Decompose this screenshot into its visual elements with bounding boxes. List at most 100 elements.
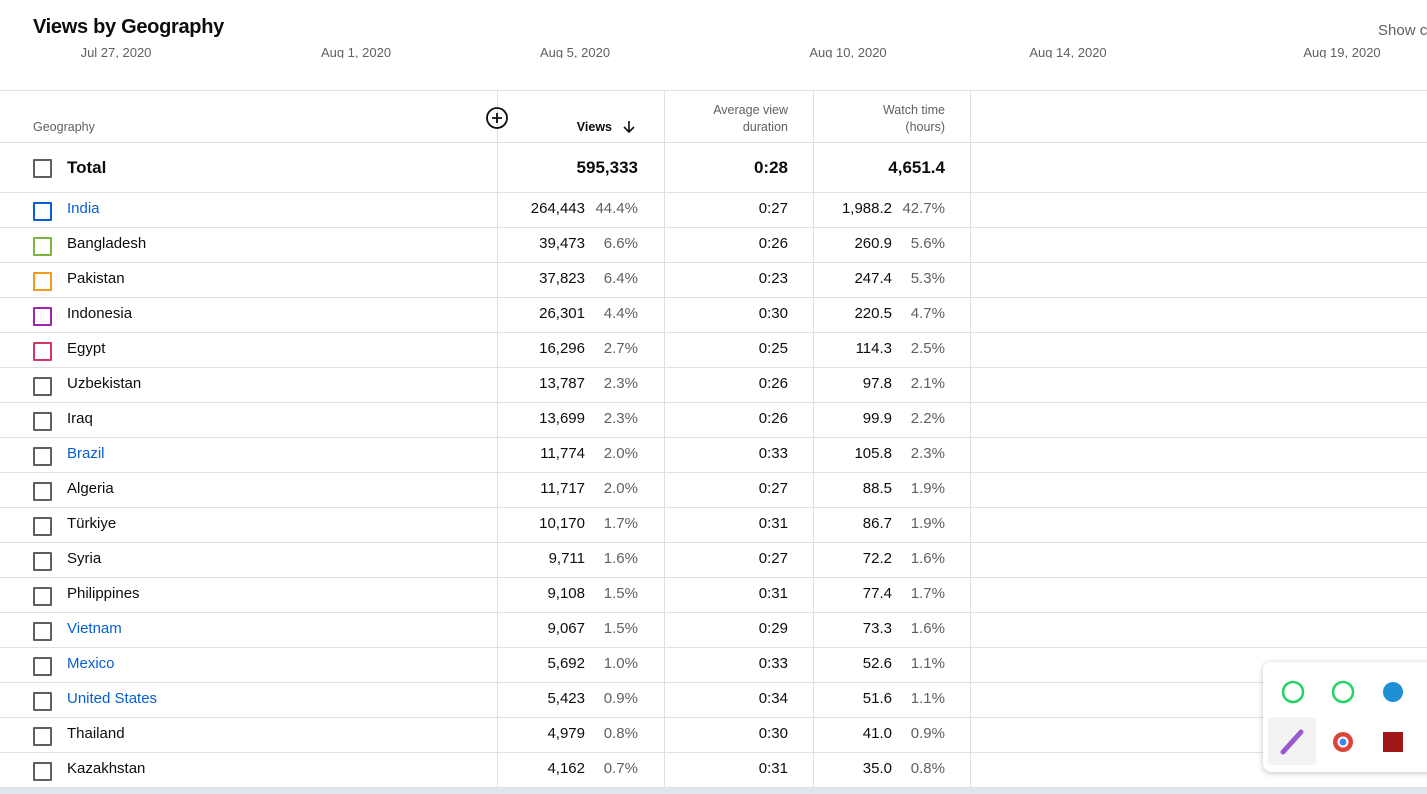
checkbox[interactable] <box>33 377 52 396</box>
views-pct: 2.0% <box>603 480 638 497</box>
row-divider <box>0 787 1427 788</box>
country-name: Bangladesh <box>67 235 147 252</box>
checkbox[interactable] <box>33 202 52 221</box>
checkbox[interactable] <box>33 482 52 501</box>
views: 5,692 <box>547 655 585 672</box>
tray-icon[interactable] <box>1331 680 1355 704</box>
checkbox[interactable] <box>33 237 52 256</box>
country-name: Türkiye <box>67 515 117 532</box>
tray-icon[interactable] <box>1383 732 1403 752</box>
avg-duration: 0:31 <box>758 515 788 532</box>
country-name: Iraq <box>67 410 93 427</box>
total-duration: 0:28 <box>753 158 788 177</box>
checkbox[interactable] <box>33 622 52 641</box>
watch-time: 35.0 <box>862 760 892 777</box>
column-header[interactable]: Watch time (hours) <box>882 103 945 134</box>
col-divider <box>664 91 665 788</box>
views: 11,774 <box>540 445 585 462</box>
views-pct: 0.7% <box>603 760 638 777</box>
country-link[interactable]: Mexico <box>67 655 115 672</box>
tray-icon[interactable] <box>1280 729 1304 755</box>
country-name: Uzbekistan <box>67 375 142 392</box>
col-divider <box>497 91 498 788</box>
watch-pct: 1.9% <box>910 480 945 497</box>
row-divider <box>0 612 1427 613</box>
watch-pct: 1.6% <box>910 620 945 637</box>
avg-duration: 0:26 <box>758 235 788 252</box>
country-name: Kazakhstan <box>67 760 146 777</box>
row-divider <box>0 402 1427 403</box>
tray-icon[interactable] <box>1281 680 1305 704</box>
views: 16,296 <box>539 340 585 357</box>
avg-duration: 0:30 <box>758 305 788 322</box>
sort-arrow <box>623 121 635 134</box>
watch-pct: 4.7% <box>910 305 945 322</box>
checkbox[interactable] <box>33 272 52 291</box>
checkbox[interactable] <box>33 552 52 571</box>
watch-time: 77.4 <box>862 585 892 602</box>
country-link[interactable]: United States <box>67 690 158 707</box>
views: 9,108 <box>547 585 585 602</box>
views: 13,787 <box>539 375 585 392</box>
country-name: Indonesia <box>67 305 133 322</box>
country-link[interactable]: Brazil <box>67 445 105 462</box>
avg-duration: 0:30 <box>758 725 788 742</box>
watch-pct: 2.1% <box>910 375 945 392</box>
checkbox[interactable] <box>33 727 52 746</box>
total-watch-time: 4,651.4 <box>888 158 945 177</box>
views: 37,823 <box>539 270 585 287</box>
checkbox[interactable] <box>33 412 52 431</box>
views-pct: 4.4% <box>603 305 638 322</box>
watch-pct: 1.9% <box>910 515 945 532</box>
watch-pct: 1.1% <box>910 690 945 707</box>
column-header[interactable]: Geography <box>33 120 95 134</box>
watch-pct: 1.7% <box>910 585 945 602</box>
country-link[interactable]: India <box>67 200 100 217</box>
avg-duration: 0:26 <box>758 410 788 427</box>
watch-time: 88.5 <box>862 480 892 497</box>
add-metric-icon[interactable] <box>485 106 509 130</box>
views: 4,162 <box>547 760 585 777</box>
views: 11,717 <box>540 480 585 497</box>
watch-time: 52.6 <box>862 655 892 672</box>
column-header[interactable]: Average view duration <box>713 103 788 134</box>
row-divider <box>0 752 1427 753</box>
views-pct: 1.0% <box>603 655 638 672</box>
watch-time: 260.9 <box>854 235 892 252</box>
watch-time: 220.5 <box>854 305 892 322</box>
watch-time: 99.9 <box>862 410 892 427</box>
row-divider <box>0 367 1427 368</box>
col-divider <box>970 91 971 788</box>
total-label: Total <box>67 158 107 177</box>
views: 264,443 <box>530 200 585 217</box>
views: 4,979 <box>547 725 585 742</box>
checkbox[interactable] <box>33 587 52 606</box>
country-name: Syria <box>67 550 102 567</box>
avg-duration: 0:25 <box>758 340 788 357</box>
checkbox[interactable] <box>33 307 52 326</box>
checkbox[interactable] <box>33 447 52 466</box>
country-link[interactable]: Vietnam <box>67 620 122 637</box>
watch-time: 41.0 <box>862 725 892 742</box>
checkbox[interactable] <box>33 762 52 781</box>
watch-time: 97.8 <box>862 375 892 392</box>
watch-time: 114.3 <box>855 340 892 357</box>
checkbox[interactable] <box>33 342 52 361</box>
avg-duration: 0:31 <box>758 760 788 777</box>
avg-duration: 0:34 <box>758 690 788 707</box>
country-name: Philippines <box>67 585 140 602</box>
views: 5,423 <box>547 690 585 707</box>
checkbox[interactable] <box>33 692 52 711</box>
avg-duration: 0:26 <box>758 375 788 392</box>
checkbox[interactable] <box>33 517 52 536</box>
row-divider <box>0 717 1427 718</box>
checkbox[interactable] <box>33 159 52 178</box>
show-button[interactable]: Show c <box>1378 22 1427 39</box>
bottom-bar <box>0 788 1427 794</box>
checkbox[interactable] <box>33 657 52 676</box>
avg-duration: 0:23 <box>758 270 788 287</box>
timeline-label: Aug 1, 2020 <box>320 45 392 58</box>
avg-duration: 0:33 <box>758 445 788 462</box>
column-header[interactable]: Views <box>576 120 612 134</box>
tray-icon[interactable] <box>1383 682 1403 702</box>
